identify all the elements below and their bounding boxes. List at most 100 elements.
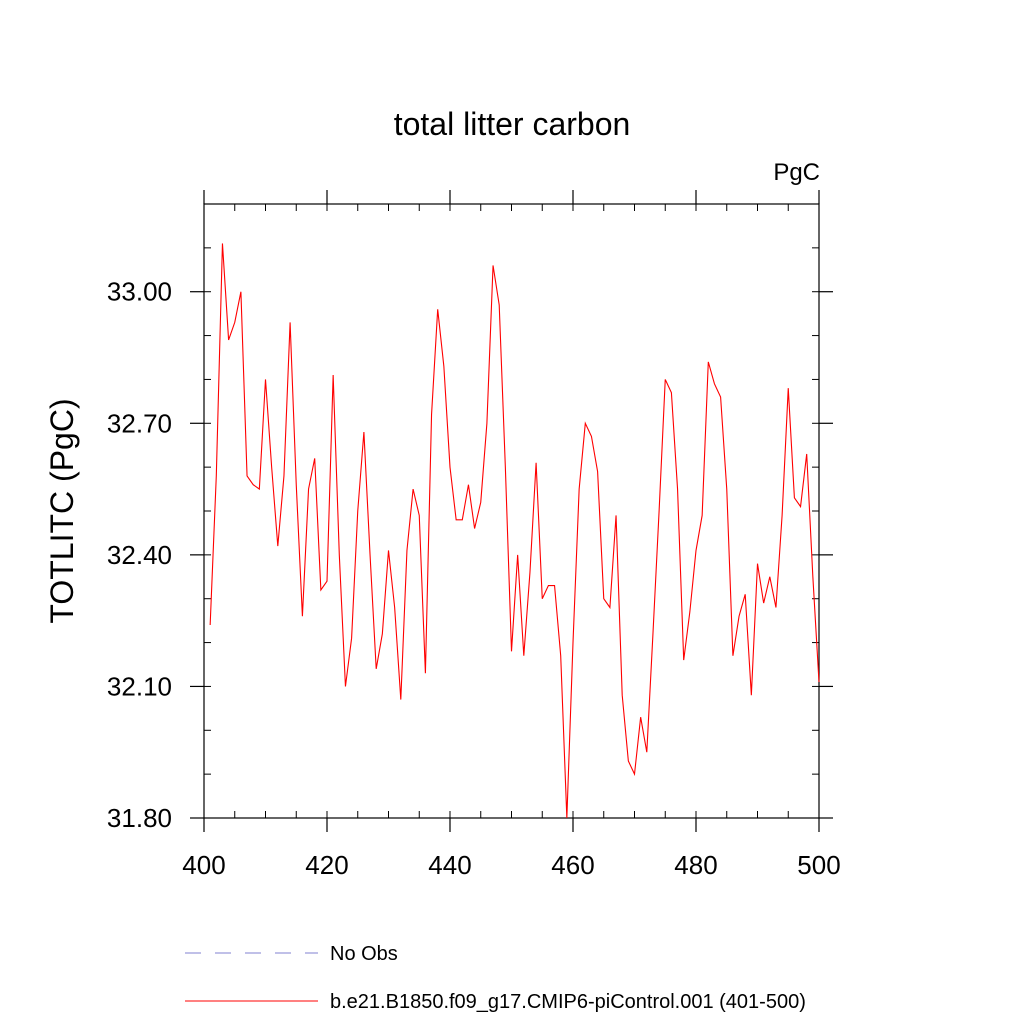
data-point (782, 515, 783, 516)
data-point (695, 550, 696, 551)
data-point (443, 366, 444, 367)
data-point (302, 616, 303, 617)
data-point (646, 752, 647, 753)
data-point (714, 383, 715, 384)
data-point (376, 668, 377, 669)
x-tick-label: 400 (182, 850, 225, 880)
data-point (720, 396, 721, 397)
data-point (529, 572, 530, 573)
data-point (326, 581, 327, 582)
data-point (265, 379, 266, 380)
data-point (406, 550, 407, 551)
data-point (345, 686, 346, 687)
data-point (222, 243, 223, 244)
data-point (308, 488, 309, 489)
y-tick-label: 32.40 (107, 540, 172, 570)
data-point (732, 655, 733, 656)
data-point (234, 322, 235, 323)
data-point (806, 453, 807, 454)
data-point (474, 528, 475, 529)
chart-title: total litter carbon (394, 106, 631, 142)
y-tick-label: 32.10 (107, 671, 172, 701)
data-point (333, 374, 334, 375)
data-point (536, 462, 537, 463)
data-point (560, 655, 561, 656)
data-point (290, 322, 291, 323)
data-point (517, 554, 518, 555)
data-point (425, 673, 426, 674)
data-point (615, 515, 616, 516)
data-point (394, 607, 395, 608)
data-point (640, 717, 641, 718)
data-point (228, 339, 229, 340)
units-label: PgC (773, 159, 820, 186)
data-point (511, 651, 512, 652)
data-point (794, 497, 795, 498)
data-point (751, 695, 752, 696)
data-point (431, 414, 432, 415)
x-tick-label: 460 (551, 850, 594, 880)
data-point (462, 519, 463, 520)
data-point (253, 484, 254, 485)
data-point (296, 484, 297, 485)
data-point (585, 423, 586, 424)
data-point (419, 515, 420, 516)
data-point (591, 436, 592, 437)
data-point (548, 585, 549, 586)
data-point (677, 488, 678, 489)
data-point (246, 475, 247, 476)
y-tick-label: 33.00 (107, 277, 172, 307)
legend-label: No Obs (330, 943, 398, 965)
y-tick-label: 31.80 (107, 803, 172, 833)
data-point (572, 642, 573, 643)
series-line (209, 243, 820, 819)
data-point (382, 633, 383, 634)
data-point (745, 594, 746, 595)
data-point (671, 392, 672, 393)
x-axis: 400 420 440 460 480 500 (182, 190, 841, 880)
data-point (554, 585, 555, 586)
data-point (683, 660, 684, 661)
data-point (818, 681, 819, 682)
data-point (738, 616, 739, 617)
data-point (240, 291, 241, 292)
data-point (351, 638, 352, 639)
data-point (708, 361, 709, 362)
data-point (775, 607, 776, 608)
data-point (566, 817, 567, 818)
data-point (622, 695, 623, 696)
plot-frame (203, 203, 820, 819)
data-point (788, 388, 789, 389)
x-tick-label: 500 (797, 850, 840, 880)
data-point (456, 519, 457, 520)
data-point (726, 488, 727, 489)
data-point (363, 431, 364, 432)
plot-area: 400 420 440 460 480 500 31.8032.1032.4032.703… (107, 190, 841, 880)
y-tick-label: 32.70 (107, 408, 172, 438)
data-point (369, 554, 370, 555)
data-point (486, 423, 487, 424)
legend-item-no-obs: No Obs (185, 943, 398, 965)
x-tick-label: 440 (428, 850, 471, 880)
legend: No Obs b.e21.B1850.f09_g17.CMIP6-piContr… (185, 943, 806, 1013)
x-tick-label: 420 (305, 850, 348, 880)
data-point (216, 475, 217, 476)
data-point (689, 611, 690, 612)
y-axis-label: TOTLITC (PgC) (44, 398, 80, 623)
data-point (800, 506, 801, 507)
data-point (812, 576, 813, 577)
data-point (480, 502, 481, 503)
x-tick-label: 480 (674, 850, 717, 880)
y-axis: 31.80 32.10 32.40 32.70 33.00 (107, 203, 833, 833)
data-point (283, 475, 284, 476)
data-point (259, 488, 260, 489)
data-point (634, 774, 635, 775)
data-point (542, 598, 543, 599)
data-point (628, 760, 629, 761)
data-point (437, 309, 438, 310)
data-point (659, 510, 660, 511)
data-point (505, 467, 506, 468)
data-point (652, 633, 653, 634)
data-point (271, 467, 272, 468)
